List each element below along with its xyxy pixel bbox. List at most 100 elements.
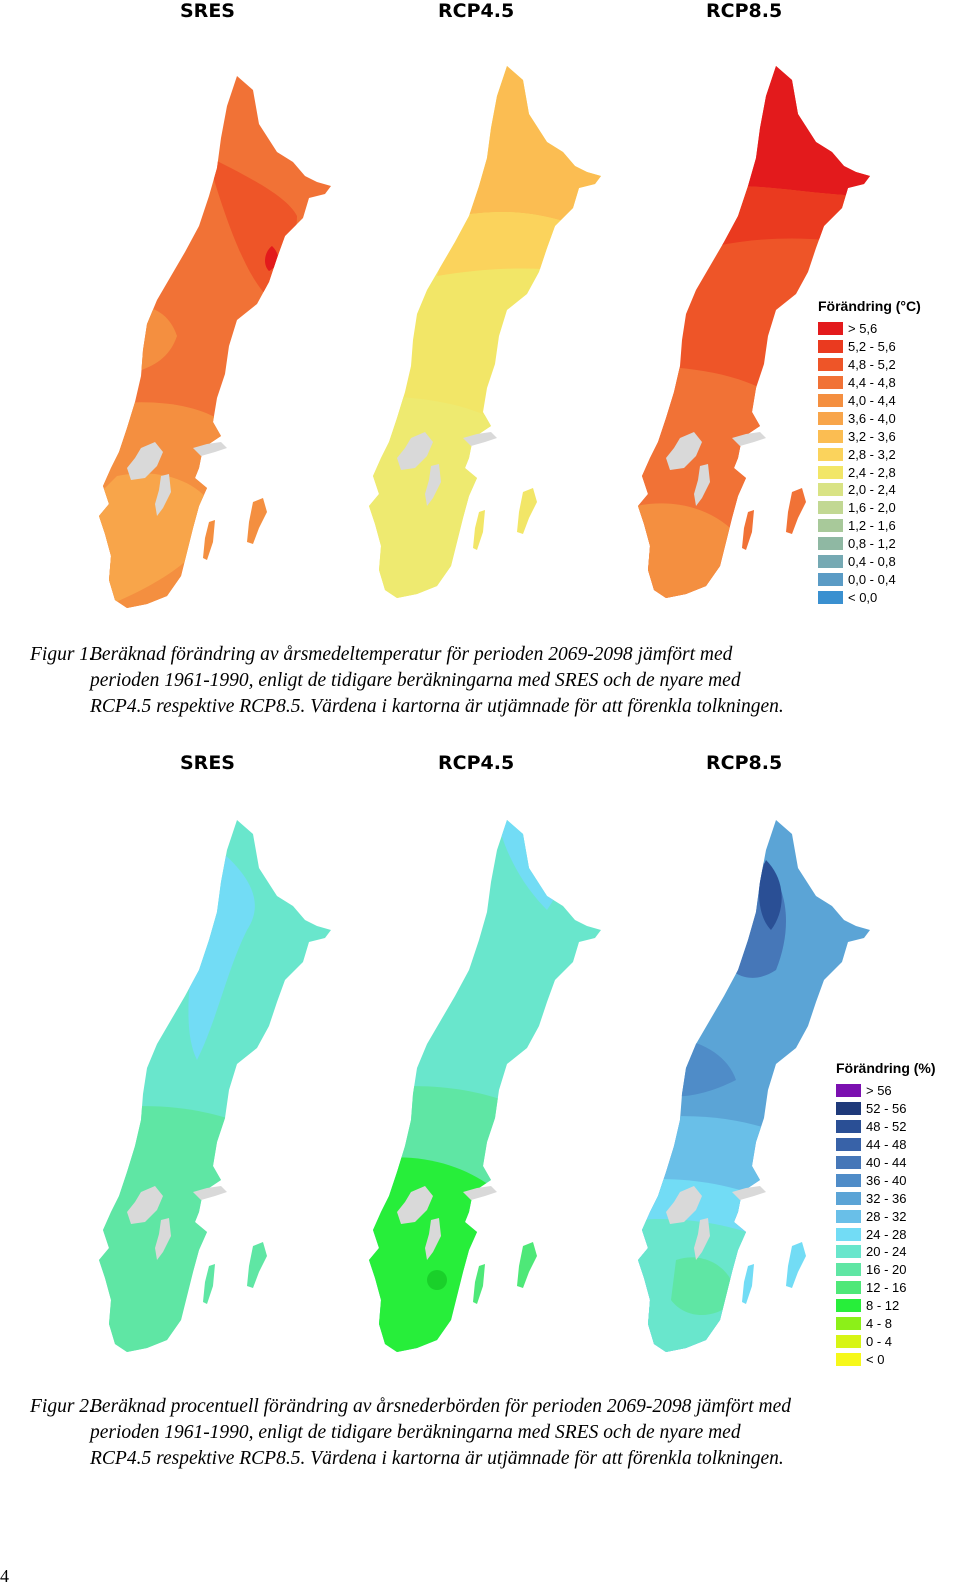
fig1-map-rcp45	[369, 66, 601, 598]
fig1-legend-label: 2,4 - 2,8	[848, 464, 896, 480]
fig2-legend-label: > 56	[866, 1083, 892, 1099]
fig2-legend-label: 28 - 32	[866, 1208, 907, 1224]
fig1-legend-item: 4,8 - 5,2	[818, 356, 921, 374]
fig1-legend-item: 2,8 - 3,2	[818, 445, 921, 463]
fig1-legend-swatch	[818, 572, 843, 586]
fig2-legend-item: 8 - 12	[836, 1297, 936, 1315]
fig2-legend-label: < 0	[866, 1351, 885, 1367]
fig1-legend-swatch	[818, 447, 843, 461]
fig2-legend-item: 4 - 8	[836, 1315, 936, 1333]
fig2-legend-swatch	[836, 1263, 861, 1277]
fig2-legend-item: 0 - 4	[836, 1332, 936, 1350]
fig2-legend-label: 4 - 8	[866, 1316, 893, 1332]
fig1-legend-item: 1,6 - 2,0	[818, 499, 921, 517]
fig1-legend-label: 4,4 - 4,8	[848, 375, 896, 391]
fig1-caption-number: Figur 1.	[30, 644, 94, 665]
fig1-legend-swatch	[818, 590, 843, 604]
fig2-legend-swatch	[836, 1352, 861, 1366]
fig1-legend-swatch	[818, 555, 843, 569]
fig2-legend-swatch	[836, 1173, 861, 1187]
fig1-label-rcp45: RCP4.5	[438, 0, 515, 22]
fig2-legend-item: 24 - 28	[836, 1225, 936, 1243]
fig2-legend-label: 0 - 4	[866, 1333, 893, 1349]
page-number: 4	[0, 1566, 9, 1586]
fig1-legend-label: 5,2 - 5,6	[848, 339, 896, 355]
fig1-legend-swatch	[818, 322, 843, 336]
fig1-legend-item: 0,4 - 0,8	[818, 553, 921, 571]
fig1-map-sres	[99, 76, 331, 608]
fig2-legend-swatch	[836, 1084, 861, 1098]
fig2-legend: Förändring (%) > 56 52 - 56 48 - 52 44 - 48…	[836, 1060, 936, 1368]
fig2-legend-label: 32 - 36	[866, 1190, 907, 1206]
fig1-legend-swatch	[818, 483, 843, 497]
fig1-legend-item: 0,0 - 0,4	[818, 570, 921, 588]
fig1-legend-swatch	[818, 537, 843, 551]
fig1-legend-item: > 5,6	[818, 320, 921, 338]
fig1-legend-label: > 5,6	[848, 321, 878, 337]
fig1-legend-swatch	[818, 519, 843, 533]
fig1-legend: Förändring (°C) > 5,6 5,2 - 5,6 4,8 - 5,2 4…	[818, 298, 921, 606]
fig2-legend-swatch	[836, 1227, 861, 1241]
fig2-legend-swatch	[836, 1245, 861, 1259]
fig1-label-rcp85: RCP8.5	[706, 0, 783, 22]
fig1-legend-label: 2,8 - 3,2	[848, 446, 896, 462]
fig2-legend-swatch	[836, 1138, 861, 1152]
fig1-legend-swatch	[818, 358, 843, 372]
fig2-legend-label: 8 - 12	[866, 1298, 900, 1314]
fig2-caption: Figur 2.Beräknad procentuell förändring …	[30, 1394, 945, 1472]
fig1-legend-label: 2,0 - 2,4	[848, 482, 896, 498]
fig2-legend-label: 40 - 44	[866, 1155, 907, 1170]
fig2-map-rcp85	[638, 820, 870, 1352]
fig1-legend-item: 3,2 - 3,6	[818, 427, 921, 445]
fig1-legend-label: 0,8 - 1,2	[848, 536, 896, 552]
fig2-legend-swatch	[836, 1209, 861, 1223]
fig2-legend-title: Förändring (%)	[836, 1060, 936, 1076]
fig2-legend-label: 16 - 20	[866, 1262, 907, 1278]
fig2-legend-swatch	[836, 1102, 861, 1116]
fig2-legend-label: 36 - 40	[866, 1172, 907, 1188]
fig1-legend-label: 0,4 - 0,8	[848, 554, 896, 570]
fig2-legend-swatch	[836, 1120, 861, 1134]
fig2-legend-item: 44 - 48	[836, 1136, 936, 1154]
fig1-legend-item: 3,6 - 4,0	[818, 409, 921, 427]
fig1-legend-item: 2,0 - 2,4	[818, 481, 921, 499]
fig1-caption: Figur 1.Beräknad förändring av årsmedelt…	[30, 642, 945, 720]
fig2-legend-item: > 56	[836, 1082, 936, 1100]
fig2-legend-item: 40 - 44	[836, 1154, 936, 1172]
fig2-legend-swatch	[836, 1156, 861, 1169]
fig1-caption-line-1: Beräknad förändring av årsmedeltemperatu…	[90, 644, 733, 665]
fig2-label-rcp45: RCP4.5	[438, 752, 515, 774]
fig1-legend-label: 3,6 - 4,0	[848, 410, 896, 426]
fig2-caption-line-2: perioden 1961-1990, enligt de tidigare b…	[90, 1422, 741, 1443]
fig2-legend-item: 48 - 52	[836, 1118, 936, 1136]
fig1-legend-swatch	[818, 340, 843, 354]
fig1-legend-item: 1,2 - 1,6	[818, 517, 921, 535]
fig2-legend-item: 28 - 32	[836, 1207, 936, 1225]
fig1-label-sres: SRES	[180, 0, 235, 22]
fig1-legend-label: 0,0 - 0,4	[848, 571, 896, 587]
fig2-legend-swatch	[836, 1281, 861, 1295]
fig2-legend-label: 24 - 28	[866, 1226, 907, 1242]
fig2-caption-line-1: Beräknad procentuell förändring av årsne…	[90, 1396, 792, 1417]
fig2-legend-label: 12 - 16	[866, 1280, 907, 1296]
fig1-legend-label: < 0,0	[848, 589, 878, 605]
fig2-legend-label: 48 - 52	[866, 1119, 907, 1135]
fig1-caption-line-2: perioden 1961-1990, enligt de tidigare b…	[90, 670, 741, 691]
fig1-legend-item: 2,4 - 2,8	[818, 463, 921, 481]
fig2-legend-label: 20 - 24	[866, 1244, 907, 1260]
fig2-legend-item: 20 - 24	[836, 1243, 936, 1261]
fig2-legend-swatch	[836, 1334, 861, 1348]
fig1-legend-swatch	[818, 465, 843, 479]
fig2-legend-item: < 0	[836, 1350, 936, 1368]
fig1-legend-item: 4,4 - 4,8	[818, 374, 921, 392]
fig1-legend-label: 1,6 - 2,0	[848, 500, 896, 516]
fig2-legend-item: 32 - 36	[836, 1189, 936, 1207]
fig2-legend-label: 52 - 56	[866, 1101, 907, 1117]
fig2-legend-item: 36 - 40	[836, 1171, 936, 1189]
fig2-caption-line-3: RCP4.5 respektive RCP8.5. Värdena i kart…	[90, 1448, 784, 1469]
fig2-map-rcp45	[369, 820, 601, 1352]
fig1-legend-swatch	[818, 376, 843, 390]
fig1-legend-swatch	[818, 429, 843, 443]
fig2-legend-item: 52 - 56	[836, 1100, 936, 1118]
fig1-legend-swatch	[818, 394, 843, 407]
